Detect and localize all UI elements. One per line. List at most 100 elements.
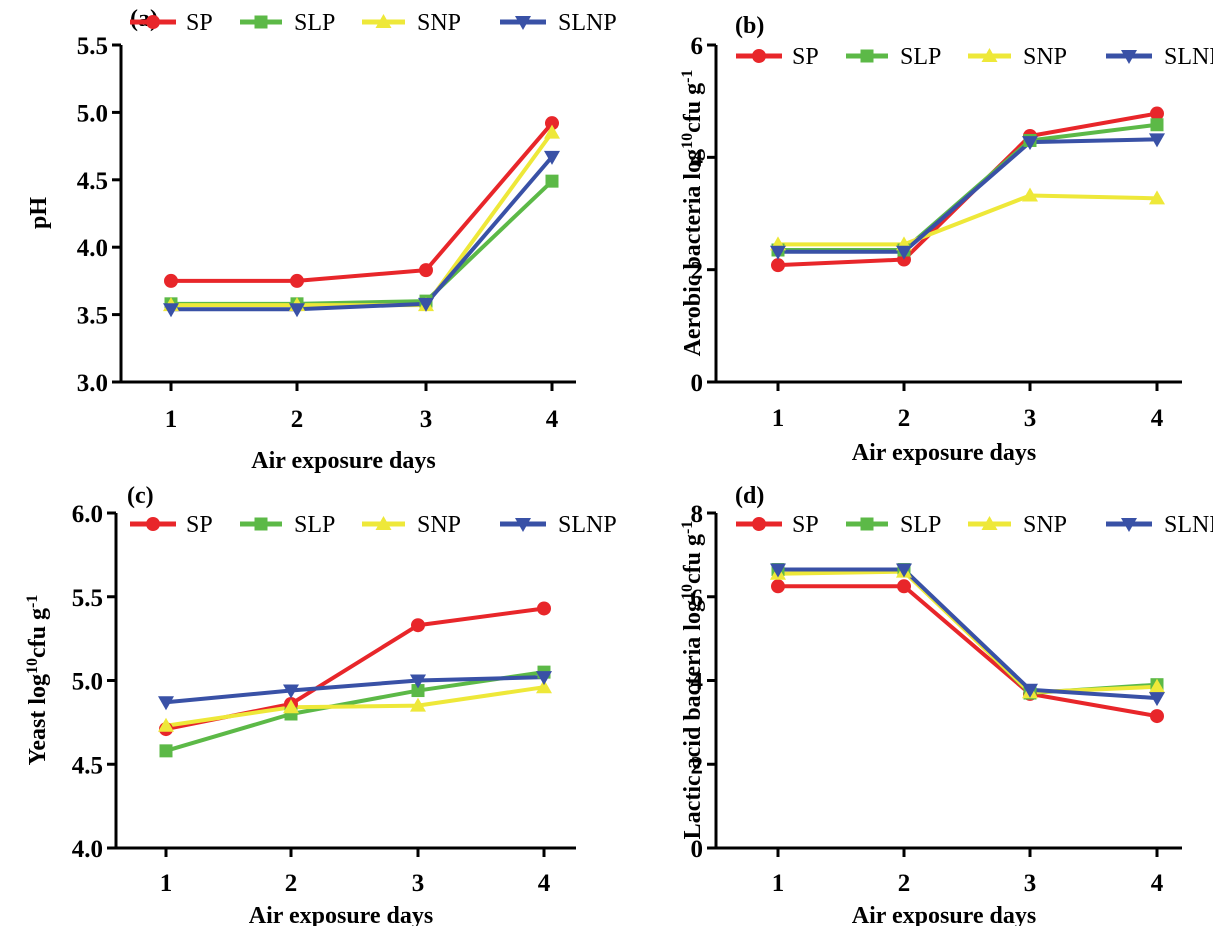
x-tick-label: 4 bbox=[1151, 870, 1164, 897]
x-tick-label: 1 bbox=[772, 405, 785, 432]
data-point-slnp bbox=[896, 245, 912, 260]
x-axis-title: Air exposure days bbox=[852, 440, 1036, 466]
y-tick-label: 6 bbox=[691, 585, 704, 612]
x-tick-label: 1 bbox=[165, 406, 178, 433]
legend: SP SLP SNP SLNP bbox=[130, 512, 617, 538]
y-tick-label: 4.5 bbox=[77, 168, 108, 195]
y-axis-title: Yeast log10cfu g-1 bbox=[24, 595, 52, 766]
series-line-sp bbox=[165, 606, 545, 732]
data-point-sp bbox=[897, 579, 911, 594]
legend-marker-sp bbox=[146, 517, 160, 531]
data-point-sp bbox=[419, 263, 433, 278]
x-tick-label: 3 bbox=[1024, 405, 1037, 432]
legend-marker-slp bbox=[254, 15, 268, 29]
legend-label-sp: SP bbox=[792, 512, 819, 538]
y-axis-title-part: Lactic acid bacteria log bbox=[680, 600, 706, 839]
y-tick-label: 6 bbox=[691, 33, 704, 60]
y-axis-title-superscript: 10 bbox=[24, 658, 41, 674]
legend-marker-snp bbox=[375, 14, 392, 28]
legend: SP SLP SNP SLNP bbox=[130, 10, 617, 36]
y-tick-label: 5.5 bbox=[72, 585, 103, 612]
legend-marker-slp bbox=[860, 49, 874, 63]
data-point-slnp bbox=[283, 684, 299, 699]
x-axis-title: Air exposure days bbox=[852, 903, 1036, 926]
data-point-slnp bbox=[1022, 136, 1038, 151]
legend-label-slp: SLP bbox=[900, 44, 941, 70]
series-line-snp bbox=[778, 193, 1158, 247]
data-point-snp bbox=[1149, 678, 1165, 693]
y-axis-title-superscript: 10 bbox=[679, 133, 696, 149]
series-line-slnp bbox=[778, 137, 1158, 254]
legend-label-sp: SP bbox=[792, 44, 819, 70]
data-point-snp bbox=[1022, 187, 1038, 202]
y-axis-title: Lactic acid bacteria log10cfu g-1 bbox=[679, 521, 707, 840]
legend-label-slnp: SLNP bbox=[558, 10, 617, 36]
x-tick-label: 3 bbox=[420, 406, 433, 433]
x-axis-title: Air exposure days bbox=[249, 903, 433, 926]
x-tick-label: 4 bbox=[538, 870, 551, 897]
y-axis-title-superscript: -1 bbox=[679, 70, 696, 83]
y-tick-label: 5.5 bbox=[77, 33, 108, 60]
y-tick-label: 5.0 bbox=[77, 100, 108, 127]
data-point-snp bbox=[283, 699, 299, 714]
y-tick-label: 0 bbox=[691, 836, 704, 863]
data-point-sp bbox=[1150, 709, 1164, 724]
legend-label-snp: SNP bbox=[417, 10, 461, 36]
chart-panel-1: 3.0 3.5 4.0 4.5 5.0 5.5 1 2 3 4 Air exposure days p… bbox=[26, 6, 617, 474]
legend-marker-snp bbox=[981, 48, 998, 62]
legend-label-sp: SP bbox=[186, 512, 213, 538]
data-point-slnp bbox=[1149, 692, 1165, 707]
legend-label-slp: SLP bbox=[900, 512, 941, 538]
data-point-slnp bbox=[163, 303, 179, 318]
legend: SP SLP SNP SLNP bbox=[736, 44, 1213, 70]
data-point-sp bbox=[537, 601, 551, 616]
data-point-slnp bbox=[544, 150, 560, 165]
series-line-sp bbox=[778, 584, 1158, 719]
y-axis-title-superscript: -1 bbox=[24, 595, 41, 608]
legend-marker-slp bbox=[254, 517, 268, 531]
data-point-snp bbox=[544, 124, 560, 139]
data-point-sp bbox=[1150, 106, 1164, 121]
data-point-slnp bbox=[770, 245, 786, 260]
data-point-sp bbox=[771, 258, 785, 273]
y-axis-title: pH bbox=[26, 197, 52, 229]
data-point-slnp bbox=[1149, 133, 1165, 148]
data-point-sp bbox=[164, 273, 178, 288]
series-line-slp bbox=[778, 122, 1158, 253]
legend-marker-sp bbox=[752, 517, 766, 531]
series-line-snp bbox=[165, 685, 545, 728]
series-line-slnp bbox=[165, 675, 545, 705]
data-point-slnp bbox=[158, 696, 174, 711]
data-point-slnp bbox=[289, 303, 305, 318]
x-tick-label: 4 bbox=[546, 406, 559, 433]
y-tick-label: 4 bbox=[691, 145, 704, 172]
data-point-slp bbox=[1150, 118, 1164, 132]
y-tick-label: 6.0 bbox=[72, 501, 103, 528]
y-axis-title-part: Yeast log bbox=[25, 674, 51, 765]
y-tick-label: 2 bbox=[691, 752, 704, 779]
legend-label-slp: SLP bbox=[294, 10, 335, 36]
chart-panel-4: 0 2 4 6 8 1 2 3 4 Air exposure days Lactic acid ba… bbox=[679, 483, 1213, 926]
legend: SP SLP SNP SLNP bbox=[736, 512, 1213, 538]
legend-label-snp: SNP bbox=[417, 512, 461, 538]
x-tick-label: 4 bbox=[1151, 405, 1164, 432]
data-point-slnp bbox=[410, 674, 426, 689]
series-line-slp bbox=[165, 670, 545, 753]
x-tick-label: 3 bbox=[1024, 870, 1037, 897]
data-point-sp bbox=[771, 579, 785, 594]
x-axis-title: Air exposure days bbox=[251, 448, 435, 474]
y-axis-title-part: cfu g bbox=[25, 608, 51, 658]
legend-label-snp: SNP bbox=[1023, 44, 1067, 70]
y-tick-label: 8 bbox=[691, 501, 704, 528]
y-axis-title-superscript: 10 bbox=[679, 584, 696, 600]
data-point-slnp bbox=[536, 671, 552, 686]
series-line-sp bbox=[171, 121, 554, 283]
data-point-snp bbox=[158, 717, 174, 732]
legend-label-slnp: SLNP bbox=[558, 512, 617, 538]
y-axis-title-part: pH bbox=[26, 197, 52, 229]
data-point-slnp bbox=[770, 563, 786, 578]
series-line-slnp bbox=[778, 567, 1158, 701]
data-point-slnp bbox=[418, 297, 434, 312]
series-line-slp bbox=[171, 179, 554, 306]
